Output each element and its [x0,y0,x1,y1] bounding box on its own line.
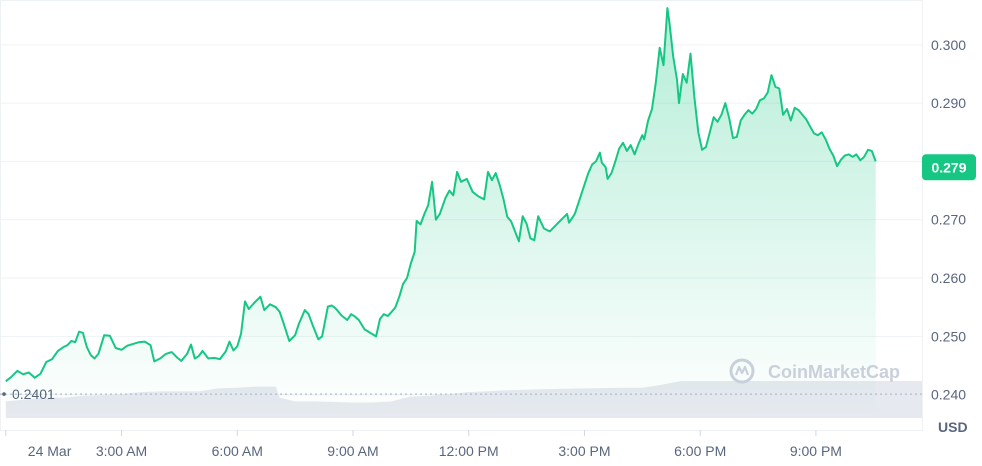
currency-label: USD [938,419,968,435]
x-tick-label: 24 Mar [28,443,72,459]
y-tick-label: 0.260 [931,270,966,286]
watermark-text: CoinMarketCap [768,362,900,382]
x-tick-label: 3:00 AM [96,443,147,459]
current-price-badge-bg [922,154,976,181]
x-tick-label: 6:00 AM [212,443,263,459]
y-tick-label: 0.240 [931,387,966,403]
current-price-badge: 0.279 [922,154,976,181]
y-tick-label: 0.250 [931,328,966,344]
x-tick-label: 6:00 PM [674,443,726,459]
open-price-marker [2,392,6,396]
open-price-label-group: 0.2401 [2,386,55,402]
x-tick-label: 3:00 PM [558,443,610,459]
x-tick-label: 12:00 PM [439,443,499,459]
x-tick-label: 9:00 AM [327,443,378,459]
x-tick-label: 9:00 PM [790,443,842,459]
coinmarketcap-logo-icon [729,358,755,384]
price-line [5,7,877,383]
x-axis: 24 Mar 3:00 AM 6:00 AM 9:00 AM 12:00 PM 3:00 … [5,430,842,459]
y-tick-label: 0.300 [931,37,966,53]
price-area [5,7,877,418]
current-price-label: 0.279 [931,159,966,175]
plot-frame [0,0,923,431]
y-tick-label: 0.270 [931,212,966,228]
open-price-label: 0.2401 [12,386,55,402]
y-tick-label: 0.290 [931,95,966,111]
watermark: CoinMarketCap [729,358,900,384]
